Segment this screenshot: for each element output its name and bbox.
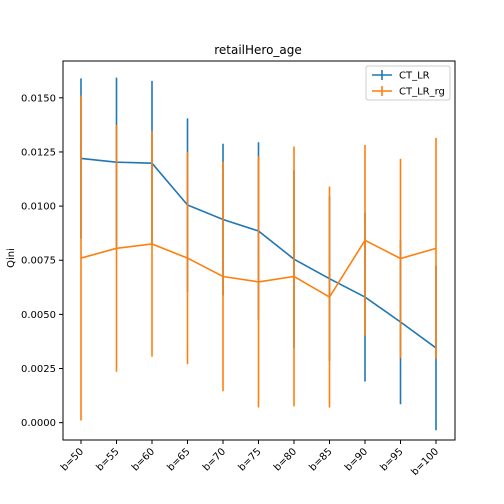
series-CT_LR_rg bbox=[80, 95, 437, 421]
y-tick-label: 0.0100 bbox=[21, 202, 56, 213]
x-tick-label: b=80 bbox=[272, 446, 299, 473]
y-axis-label: Qini bbox=[6, 248, 17, 268]
y-tick-label: 0.0000 bbox=[21, 418, 56, 429]
y-tick-label: 0.0050 bbox=[21, 310, 56, 321]
x-tick-label: b=90 bbox=[343, 446, 370, 473]
x-tick-label: b=85 bbox=[307, 446, 334, 473]
series-line bbox=[80, 239, 437, 299]
x-tick-label: b=70 bbox=[201, 446, 228, 473]
x-tick-label: b=55 bbox=[94, 446, 121, 473]
y-tick-label: 0.0075 bbox=[21, 256, 56, 267]
y-axis: 0.0000 0.0025 0.0050 0.0075 0.0100 0.0125 0.01… bbox=[21, 93, 63, 429]
x-tick-label: b=100 bbox=[409, 446, 441, 478]
chart-title: retailHero_age bbox=[214, 43, 302, 57]
legend: CT_LR CT_LR_rg bbox=[365, 65, 451, 101]
x-tick-label: b=65 bbox=[165, 446, 192, 473]
x-tick-label: b=75 bbox=[236, 446, 263, 473]
legend-label: CT_LR_rg bbox=[399, 87, 445, 98]
x-axis: b=50 b=55 b=60 b=65 b=70 b=75 b=80 b=85 b=90 b=95… bbox=[59, 440, 441, 478]
plot-area bbox=[80, 77, 437, 431]
legend-label: CT_LR bbox=[399, 71, 430, 82]
y-tick-label: 0.0150 bbox=[21, 93, 56, 104]
y-tick-label: 0.0125 bbox=[21, 147, 56, 158]
x-tick-label: b=50 bbox=[59, 446, 86, 473]
x-tick-label: b=60 bbox=[130, 446, 157, 473]
x-tick-label: b=95 bbox=[378, 446, 405, 473]
y-tick-label: 0.0025 bbox=[21, 364, 56, 375]
